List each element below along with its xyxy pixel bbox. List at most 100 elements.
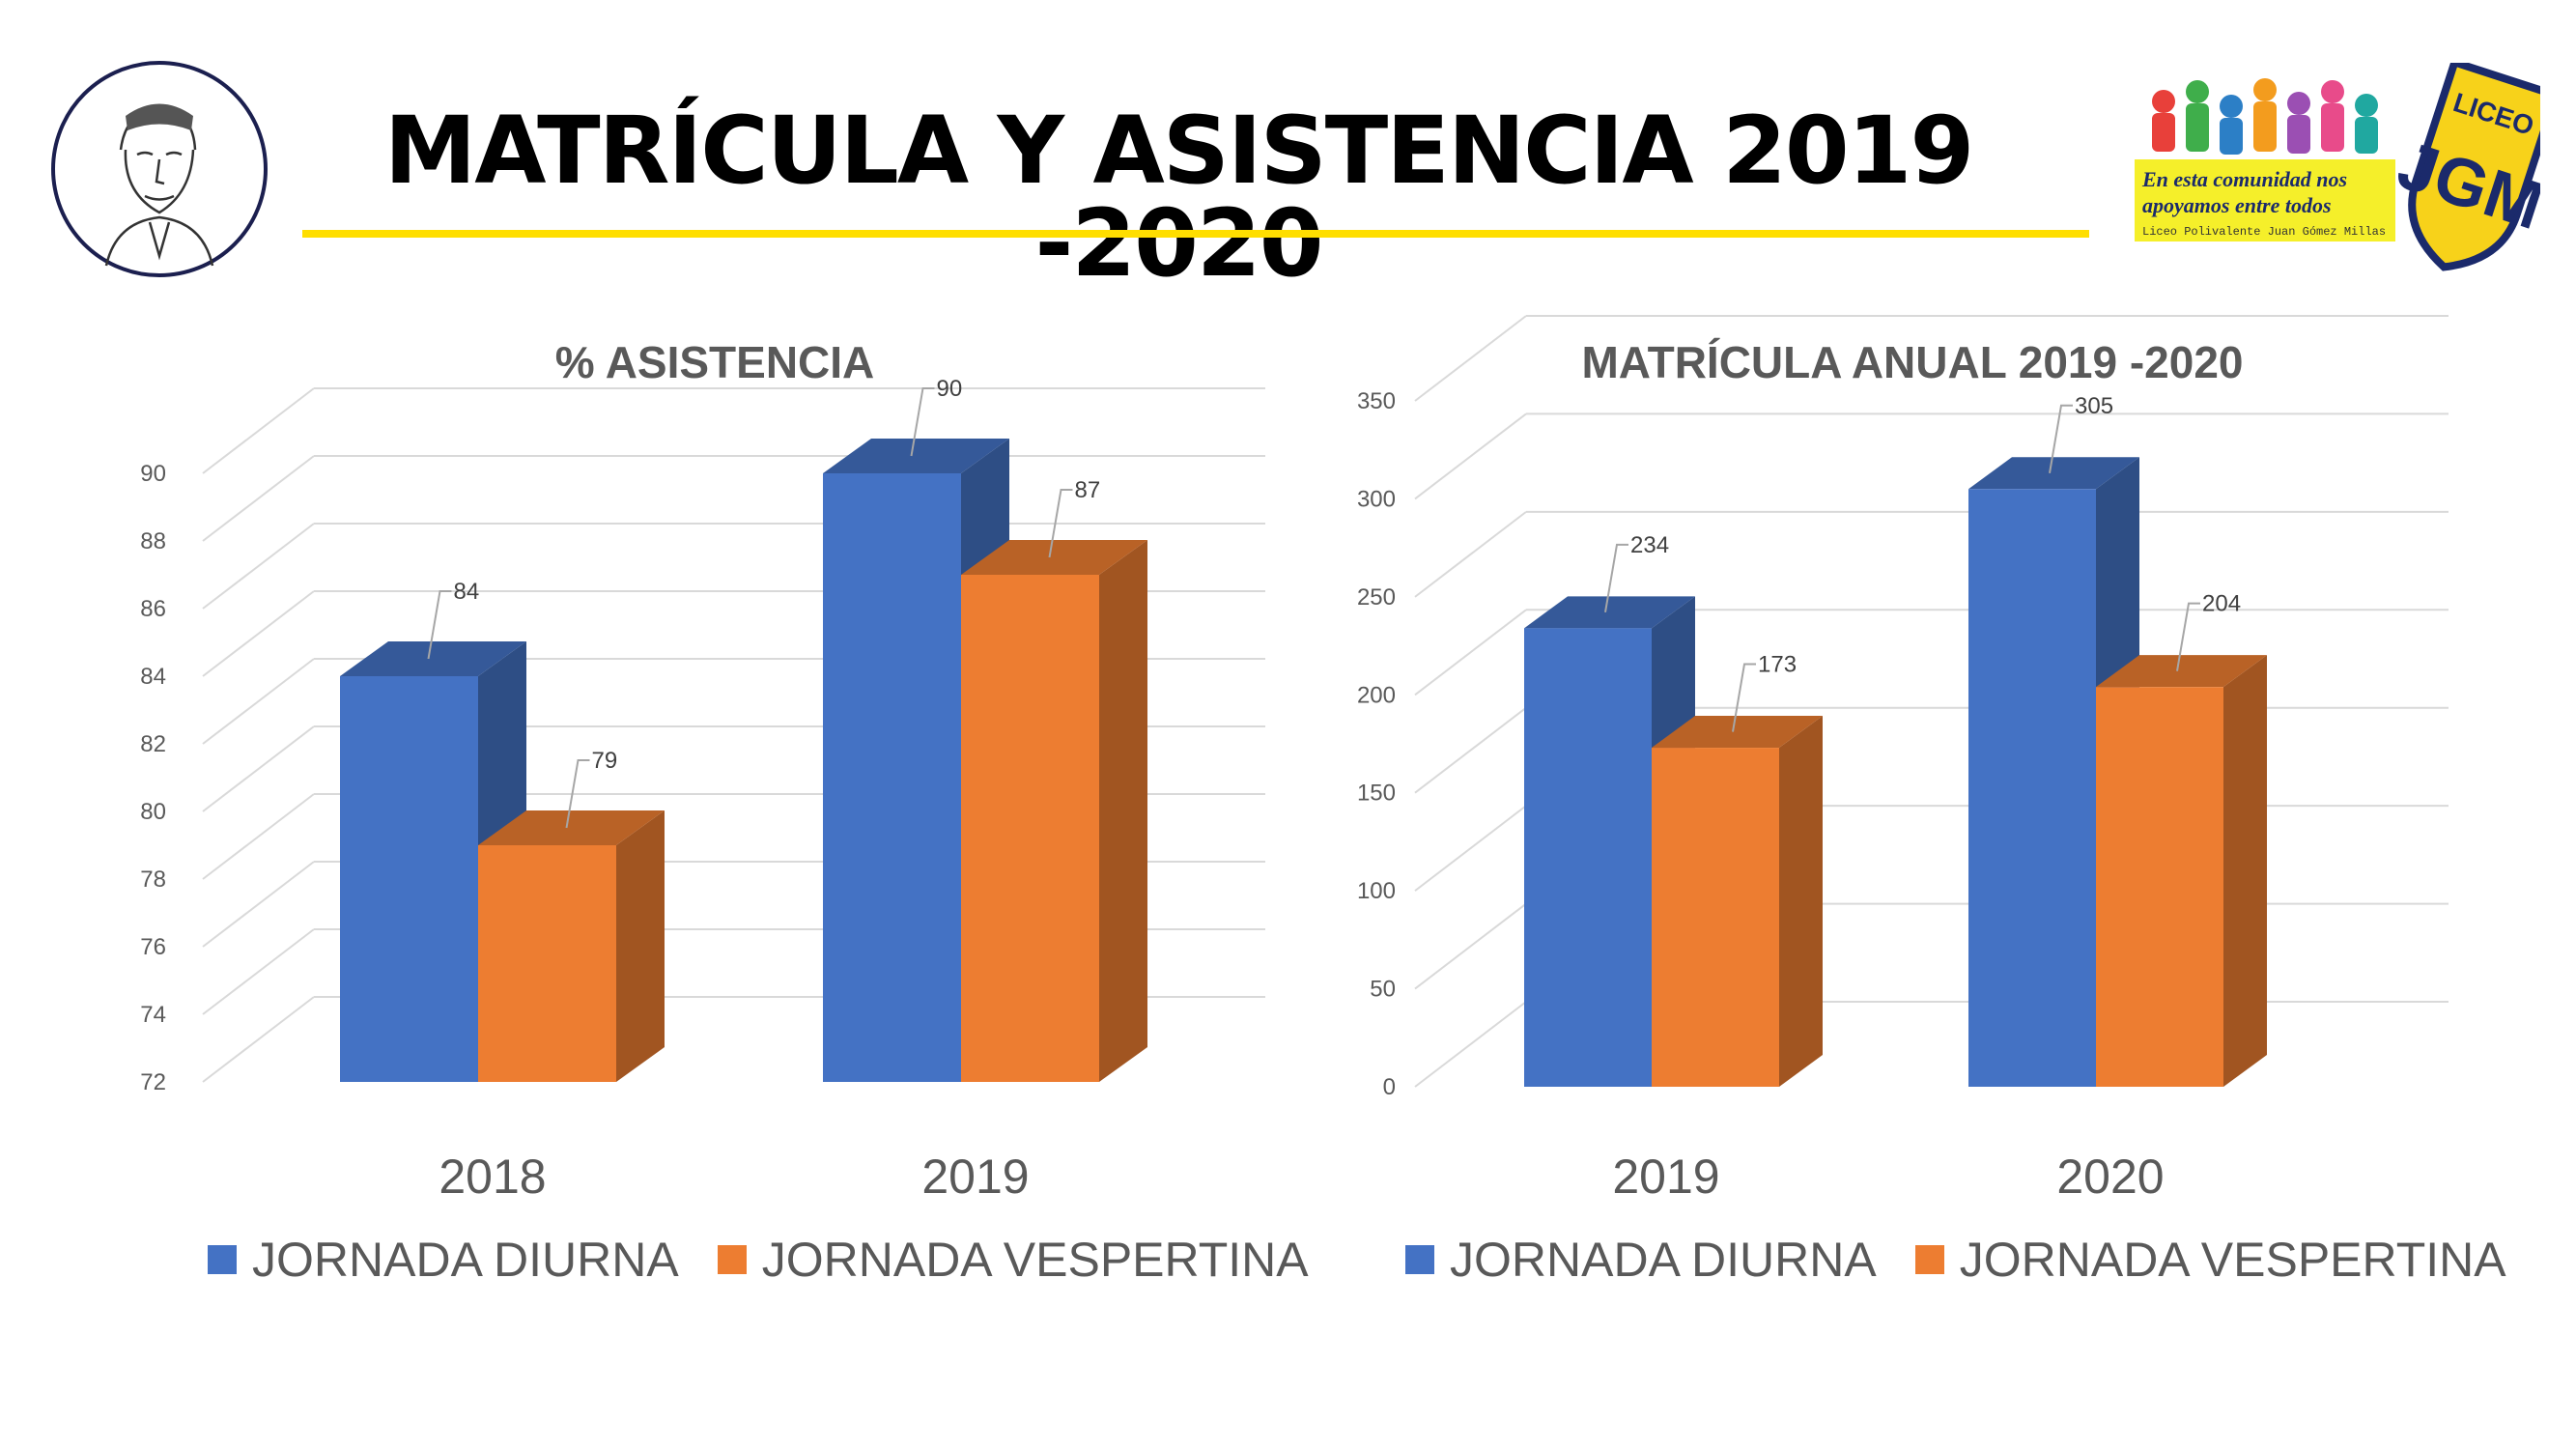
enrollment-chart-plot: 0 50 100 150 200 250 300 350 234 173 2019 305 204 202… [1357,315,2449,1204]
bar-top-vespertina [1652,716,1823,749]
bar-diurna-2020 [1968,489,2096,1087]
data-label: 84 [454,579,480,605]
grid-line [1414,902,1527,990]
grid-line [202,523,315,610]
y-tick-label: 50 [1370,977,1396,1003]
svg-text:En esta comunidad nos: En esta comunidad nos [2141,167,2347,191]
grid-line [1414,805,1527,892]
grid-line [202,793,315,880]
bar-diurna-2019 [1524,628,1652,1087]
data-label: 90 [937,376,963,402]
legend-swatch-diurna [208,1245,237,1274]
svg-text:apoyamos entre todos: apoyamos entre todos [2142,193,2332,217]
data-label: 87 [1075,477,1101,503]
legend-item-vespertina: JORNADA VESPERTINA [1914,1232,2506,1288]
attendance-chart: % ASISTENCIA 72 74 76 78 80 82 84 86 88 90 84 79 201… [126,319,1308,1304]
legend-label-diurna: JORNADA DIURNA [252,1233,679,1287]
bar-vespertina-2020 [2096,687,2223,1087]
y-tick-label: 72 [140,1069,166,1095]
grid-line [1414,706,1527,794]
data-label: 204 [2202,591,2241,617]
bar-top-vespertina [478,810,665,845]
y-tick-label: 300 [1357,486,1396,512]
legend-item-diurna: JORNADA DIURNA [1405,1232,1877,1288]
bar-top-vespertina [2096,655,2267,688]
y-tick-label: 76 [140,934,166,960]
legend-swatch-vespertina [1914,1245,1944,1274]
grid-line [1414,609,1527,696]
bar-top-diurna [1524,596,1695,629]
y-tick-label: 84 [140,664,166,690]
grid-line [202,658,315,745]
leader-line [2049,404,2073,473]
data-label: 173 [1758,652,1797,678]
legend-label-vespertina: JORNADA VESPERTINA [1959,1233,2506,1287]
grid-line [202,455,315,542]
chart-title: % ASISTENCIA [554,337,875,387]
bar-vespertina-2018 [478,845,616,1082]
category-label: 2019 [921,1150,1029,1204]
grid-line [202,590,315,677]
leader-line [2176,602,2200,671]
grid-line [202,928,315,1015]
legend-swatch-diurna [1405,1245,1434,1274]
y-tick-label: 150 [1357,781,1396,807]
bar-top-diurna [823,439,1009,473]
school-logo: En esta comunidad nos apoyamos entre tod… [2135,63,2540,271]
data-label: 234 [1630,532,1669,558]
title-underline [302,230,2089,238]
bar-diurna-2018 [340,676,478,1082]
enrollment-chart: MATRÍCULA ANUAL 2019 -2020 0 50 100 150 200 2… [1343,315,2521,1304]
legend-item-diurna: JORNADA DIURNA [208,1232,679,1288]
legend-item-vespertina: JORNADA VESPERTINA [717,1232,1309,1288]
leader-line [427,590,452,660]
category-label: 2018 [439,1150,546,1204]
grid-line [1414,315,1527,402]
grid-line [202,861,315,948]
bar-vespertina-2019 [961,575,1099,1082]
y-tick-label: 100 [1357,878,1396,904]
grid-line [1414,412,1527,500]
legend-swatch-vespertina [717,1245,747,1274]
y-tick-label: 90 [140,461,166,487]
data-label: 305 [2075,393,2113,419]
y-tick-label: 350 [1357,388,1396,414]
leader-line [1604,543,1628,612]
y-tick-label: 0 [1383,1074,1396,1100]
founder-portrait-logo [51,61,268,277]
leader-line [1048,489,1073,558]
data-label: 79 [592,748,618,774]
grid-line [202,725,315,812]
grid-line [1414,1001,1527,1088]
y-tick-label: 200 [1357,682,1396,708]
y-tick-label: 74 [140,1002,166,1028]
grid-line [202,387,315,474]
svg-text:Liceo Polivalente Juan Gómez M: Liceo Polivalente Juan Gómez Millas [2142,225,2386,239]
legend-label-vespertina: JORNADA VESPERTINA [761,1233,1309,1287]
y-tick-label: 80 [140,799,166,825]
chart-legend: JORNADA DIURNA JORNADA VESPERTINA [208,1232,1347,1288]
bar-vespertina-2019 [1652,748,1779,1087]
leader-line [1732,663,1756,732]
bar-side-vespertina [1099,540,1147,1082]
chart-legend: JORNADA DIURNA JORNADA VESPERTINA [1405,1232,2545,1288]
chart-title: MATRÍCULA ANUAL 2019 -2020 [1581,337,2244,387]
y-tick-label: 82 [140,731,166,757]
bar-top-diurna [340,641,526,676]
grid-line [1414,511,1527,598]
legend-label-diurna: JORNADA DIURNA [1450,1233,1877,1287]
bar-top-vespertina [961,540,1147,575]
bar-side-vespertina [1779,716,1823,1087]
y-tick-label: 88 [140,528,166,554]
y-tick-label: 250 [1357,584,1396,611]
bar-top-diurna [1968,457,2139,490]
category-label: 2019 [1612,1150,1719,1204]
bar-side-vespertina [2223,655,2267,1087]
bar-side-vespertina [616,810,665,1082]
grid-line [202,996,315,1083]
y-tick-label: 78 [140,867,166,893]
bar-diurna-2019 [823,473,961,1082]
page-title: MATRÍCULA Y ASISTENCIA 2019 -2020 [383,97,1975,298]
attendance-chart-plot: 72 74 76 78 80 82 84 86 88 90 84 79 2018 90 87 2019 [140,376,1265,1204]
leader-line [565,759,590,829]
